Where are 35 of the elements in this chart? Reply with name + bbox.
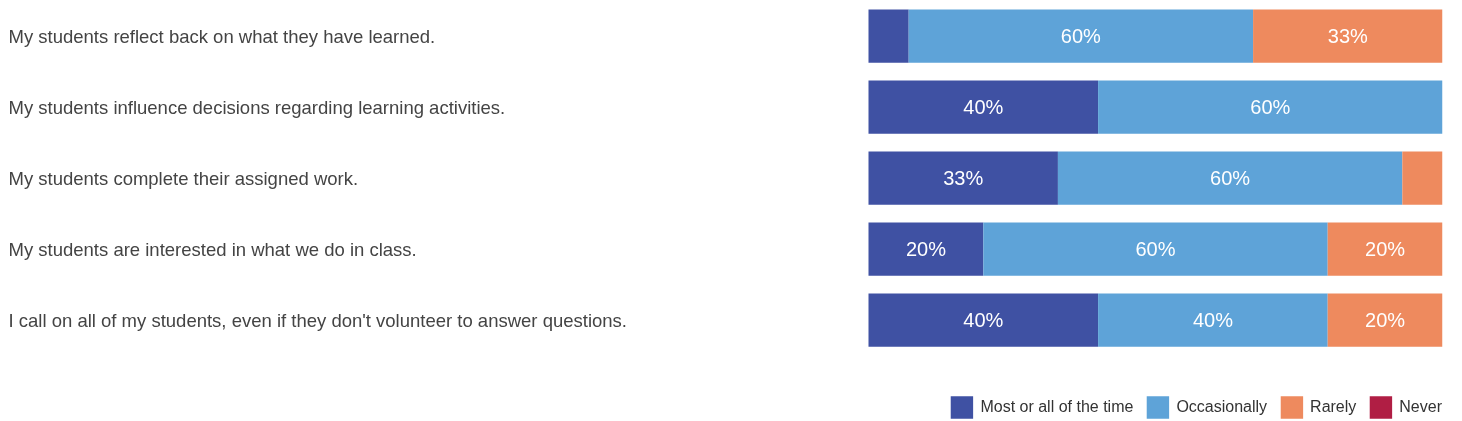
data-label: 60% <box>1135 238 1176 260</box>
bar <box>1327 222 1443 276</box>
bar <box>908 9 1254 63</box>
bar <box>868 293 1099 347</box>
y-tick-label: I call on all of my students, even if they don't volunteer to answer questions. <box>8 309 627 331</box>
data-label: 60% <box>1210 167 1251 189</box>
bar <box>1253 9 1443 63</box>
y-tick-label: My students are interested in what we do in class. <box>8 238 417 260</box>
data-label: 40% <box>963 96 1004 118</box>
data-label: 40% <box>963 309 1004 331</box>
data-label: 20% <box>905 238 947 260</box>
legend-label: Occasionally <box>1176 398 1268 416</box>
bar <box>1327 293 1443 347</box>
y-tick-label: My students complete their assigned work. <box>8 167 359 189</box>
bar <box>1402 151 1443 205</box>
bar <box>1057 151 1403 205</box>
bar <box>868 151 1058 205</box>
bar <box>868 80 1099 134</box>
data-label: 40% <box>1192 309 1234 331</box>
legend-label: Most or all of the time <box>980 398 1134 416</box>
bar <box>868 9 909 63</box>
bar <box>983 222 1328 276</box>
data-label: 60% <box>1250 96 1291 118</box>
bar <box>1098 293 1328 347</box>
y-tick-label: My students influence decisions regarding learning activities. <box>8 96 506 118</box>
y-tick-label: My students reflect back on what they have learned. <box>8 25 436 47</box>
legend-label: Never <box>1399 398 1442 416</box>
data-label: 20% <box>1365 309 1406 331</box>
data-label: 33% <box>1327 25 1369 47</box>
data-label: 20% <box>1365 238 1406 260</box>
data-label: 33% <box>943 167 984 189</box>
data-label: 60% <box>1060 25 1102 47</box>
bar <box>1098 80 1443 134</box>
bar <box>868 222 984 276</box>
legend-label: Rarely <box>1310 398 1357 416</box>
